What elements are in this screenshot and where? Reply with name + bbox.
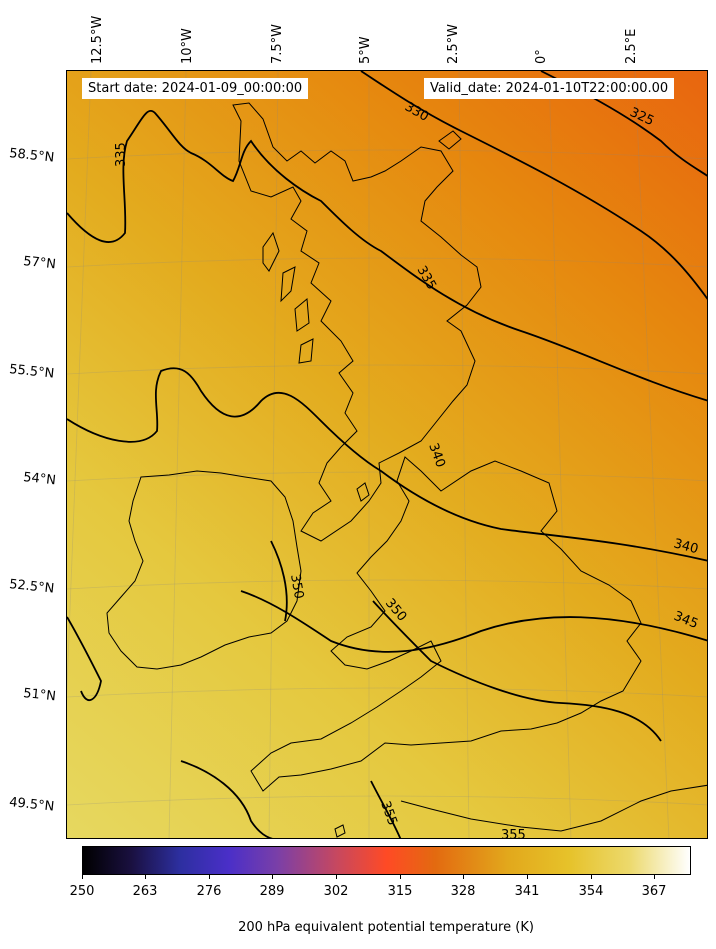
contour-label: 340 <box>672 536 700 557</box>
colorbar-tick <box>272 875 273 879</box>
contour-335 <box>67 110 707 402</box>
colorbar-tick <box>400 875 401 879</box>
map-panel: 330 325 335 335 340 340 345 350 350 355 … <box>66 70 708 839</box>
longitude-label: 0° <box>534 49 549 64</box>
hebrides-islands <box>262 231 314 364</box>
colorbar-tick-label: 328 <box>450 884 476 899</box>
latitude-label: 54°N <box>22 470 57 489</box>
colorbar-tick <box>82 875 83 879</box>
colorbar-title: 200 hPa equivalent potential temperature… <box>238 920 534 935</box>
colorbar-tick-label: 367 <box>641 884 667 899</box>
england-wales-coast <box>250 456 642 792</box>
colorbar-tick-label: 341 <box>514 884 540 899</box>
colorbar-tick <box>145 875 146 879</box>
colorbar-tick-label: 289 <box>259 884 285 899</box>
coastlines <box>106 102 707 838</box>
contour-label: 350 <box>287 573 306 600</box>
colorbar <box>82 846 691 875</box>
colorbar-tick <box>591 875 592 879</box>
contour-330 <box>360 71 707 300</box>
longitude-label: 7.5°W <box>270 23 285 64</box>
contour-355 <box>180 760 402 838</box>
contour-340 <box>67 367 707 562</box>
latitude-label: 49.5°N <box>8 795 55 815</box>
ireland-coast <box>106 470 302 670</box>
map-canvas: 330 325 335 335 340 340 345 350 350 355 … <box>67 71 707 839</box>
contour-label: 335 <box>114 142 129 167</box>
colorbar-tick <box>209 875 210 879</box>
temperature-field <box>67 71 707 838</box>
colorbar-tick <box>527 875 528 879</box>
isle-of-man <box>356 482 370 502</box>
colorbar-tick-label: 263 <box>132 884 158 899</box>
colorbar-tick-label: 276 <box>196 884 222 899</box>
latitude-label: 51°N <box>22 686 57 705</box>
scotland-coast <box>232 102 482 542</box>
colorbar-tick-label: 302 <box>323 884 349 899</box>
colorbar-tick-label: 315 <box>387 884 413 899</box>
contours <box>67 71 707 838</box>
france-coast <box>400 784 707 832</box>
longitude-label: 2.5°E <box>624 28 639 64</box>
colorbar-tick-label: 250 <box>69 884 95 899</box>
colorbar-tick <box>336 875 337 879</box>
contour-345 <box>67 590 707 702</box>
longitude-label: 2.5°W <box>446 23 461 64</box>
latitude-label: 55.5°N <box>8 362 55 382</box>
latitude-label: 57°N <box>22 254 57 273</box>
longitude-label: 12.5°W <box>90 15 105 64</box>
start-date-label: Start date: 2024-01-09_00:00:00 <box>82 78 309 99</box>
colorbar-tick <box>463 875 464 879</box>
contour-350 <box>270 540 662 742</box>
latitude-label: 52.5°N <box>8 577 55 597</box>
channel-islands <box>334 824 346 838</box>
longitude-label: 5°W <box>358 36 373 64</box>
contour-label: 355 <box>501 828 526 839</box>
orkney-islands <box>438 130 462 150</box>
valid-date-label: Valid_date: 2024-01-10T22:00:00.00 <box>424 78 675 99</box>
latitude-label: 58.5°N <box>8 146 55 166</box>
longitude-label: 10°W <box>180 28 195 64</box>
colorbar-tick-label: 354 <box>578 884 604 899</box>
colorbar-tick <box>654 875 655 879</box>
